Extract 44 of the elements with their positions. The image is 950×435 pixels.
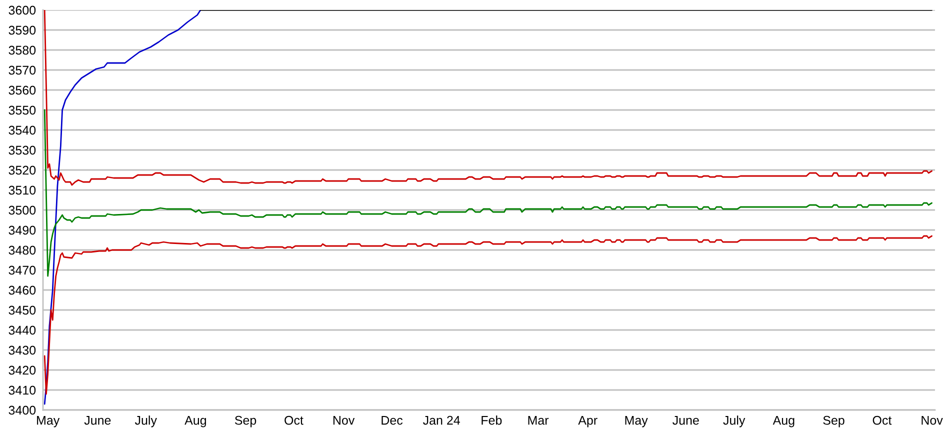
x-tick-label: Oct [284,416,304,425]
x-tick-label: Feb [482,416,502,425]
x-tick-label: May [625,416,648,428]
y-tick-label: 3480 [8,246,36,255]
y-tick-label: 3550 [8,106,36,115]
line-series [44,235,932,395]
x-tick-label: Aug [184,416,206,428]
x-tick-label: Sep [823,416,844,428]
y-tick-label: 3590 [8,26,36,35]
x-tick-label: Apr [578,416,598,428]
x-tick-label: Sep [234,416,256,428]
y-tick-label: 3450 [8,306,36,315]
line-series [44,109,932,277]
x-tick-label: July [723,416,746,428]
line-series [44,10,932,186]
x-tick-label: June [84,416,111,425]
y-tick-label: 3470 [8,266,36,275]
x-tick-label: July [134,416,157,428]
y-tick-label: 3460 [8,286,36,295]
y-tick-label: 3440 [8,326,36,335]
y-tick-label: 3520 [8,166,36,175]
x-tick-label: June [672,416,699,425]
x-tick-label: Nov [922,416,943,425]
y-tick-label: 3570 [8,66,36,75]
y-tick-label: 3430 [8,346,36,355]
x-tick-label: Jan 24 [423,416,460,425]
y-tick-label: 3530 [8,146,36,155]
x-tick-label: Nov [333,416,355,425]
y-tick-label: 3420 [8,366,36,375]
y-tick-label: 3500 [8,206,36,215]
x-tick-label: Oct [872,416,892,425]
y-tick-label: 3510 [8,186,36,195]
x-tick-label: Mar [528,416,549,425]
x-tick-label: Dec [382,416,403,425]
y-tick-label: 3400 [8,406,36,415]
y-tick-label: 3540 [8,126,36,135]
x-tick-label: Aug [772,416,794,428]
y-tick-label: 3490 [8,226,36,235]
y-tick-label: 3580 [8,46,36,55]
x-tick-label: May [37,416,60,428]
y-tick-label: 3560 [8,86,36,95]
y-tick-label: 3600 [8,6,36,15]
y-tick-label: 3410 [8,386,36,395]
line-series [44,10,202,405]
